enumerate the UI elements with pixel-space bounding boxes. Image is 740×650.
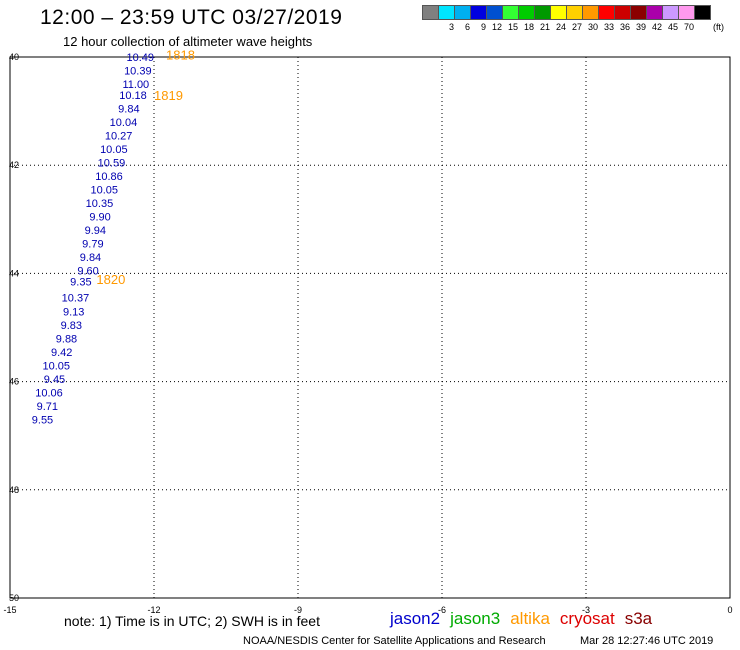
timestamp: Mar 28 12:27:46 UTC 2019 [580, 635, 714, 647]
colorbar-tick-label: 30 [587, 22, 598, 32]
page-subtitle: 12 hour collection of altimeter wave hei… [63, 34, 313, 49]
colorbar-tick-label: 3 [448, 22, 454, 32]
pass-time-label: 1820 [96, 272, 125, 287]
colorbar-tick-label: 21 [539, 22, 550, 32]
wave-height-label: 10.37 [62, 293, 90, 305]
wave-height-label: 10.04 [110, 117, 138, 129]
satellite-legend-item: s3a [624, 609, 653, 628]
colorbar-tick-label: 18 [523, 22, 534, 32]
y-tick-label: 50 [9, 593, 19, 603]
wave-height-label: 9.94 [85, 225, 106, 237]
wave-height-label: 9.55 [32, 414, 53, 426]
x-tick-label: 0 [727, 605, 732, 615]
wave-height-label: 9.45 [44, 374, 65, 386]
x-tick-label: -3 [582, 605, 590, 615]
plot-frame [9, 56, 731, 599]
x-tick-label: -6 [438, 605, 446, 615]
wave-height-label: 10.06 [35, 387, 63, 399]
credit-text: NOAA/NESDIS Center for Satellite Applica… [243, 635, 546, 647]
y-tick-label: 40 [9, 52, 19, 62]
wave-height-label: 9.35 [70, 277, 91, 289]
colorbar-tick-label: 42 [651, 22, 662, 32]
pass-time-label: 1818 [166, 47, 195, 62]
colorbar-tick-label: 15 [507, 22, 518, 32]
satellite-legend-item: cryosat [559, 609, 615, 628]
colorbar-tick-label: 45 [667, 22, 678, 32]
colorbar-tick-label: 70 [683, 22, 694, 32]
wave-height-label: 9.83 [61, 320, 82, 332]
wave-height-label: 10.35 [86, 198, 114, 210]
satellite-legend-item: altika [510, 609, 550, 628]
colorbar-tick-label: 9 [480, 22, 486, 32]
wave-height-label: 10.86 [95, 171, 123, 183]
wave-height-label: 10.18 [119, 90, 147, 102]
wave-height-label: 9.90 [89, 212, 110, 224]
x-tick-label: -15 [3, 605, 16, 615]
x-tick-label: -9 [294, 605, 302, 615]
footer-note: note: 1) Time is in UTC; 2) SWH is in fe… [64, 613, 320, 629]
y-tick-label: 42 [9, 160, 19, 170]
page-title: 12:00 – 23:59 UTC 03/27/2019 [40, 6, 343, 29]
y-tick-label: 44 [9, 268, 19, 278]
colorbar-swatch [694, 5, 711, 20]
pass-time-label: 1819 [154, 88, 183, 103]
wave-height-label: 10.05 [90, 185, 118, 197]
y-tick-label: 48 [9, 485, 19, 495]
wave-height-label: 10.39 [124, 66, 152, 78]
colorbar-tick-label: 6 [464, 22, 470, 32]
wave-height-label: 9.71 [37, 401, 58, 413]
wave-height-label: 10.49 [126, 52, 154, 64]
wave-height-label: 9.60 [77, 266, 98, 278]
wave-height-label: 9.13 [63, 306, 84, 318]
colorbar-tick-label: 24 [555, 22, 566, 32]
colorbar-tick-label: 39 [635, 22, 646, 32]
wave-height-label: 10.59 [98, 157, 126, 169]
wave-height-label: 9.79 [82, 239, 103, 251]
colorbar-tick-label: 36 [619, 22, 630, 32]
wave-height-label: 10.05 [100, 144, 128, 156]
wave-height-label: 10.27 [105, 130, 133, 142]
x-tick-label: -12 [147, 605, 160, 615]
colorbar-tick-label: 27 [571, 22, 582, 32]
wave-height-label: 10.05 [42, 360, 70, 372]
satellite-legend-item: jason2 [390, 609, 441, 628]
wave-height-label: 9.88 [56, 333, 77, 345]
y-tick-label: 46 [9, 377, 19, 387]
colorbar-unit: (ft) [713, 22, 724, 32]
colorbar-tick-label: 33 [603, 22, 614, 32]
satellite-legend: jason2 jason3 altika cryosat s3a [390, 609, 662, 629]
wave-height-label: 11.00 [122, 79, 149, 91]
wave-height-label: 9.42 [51, 347, 72, 359]
colorbar [422, 5, 711, 20]
colorbar-tick-label: 12 [491, 22, 502, 32]
satellite-legend-item: jason3 [450, 609, 501, 628]
wave-height-label: 9.84 [118, 103, 139, 115]
wave-height-label: 9.84 [80, 252, 101, 264]
colorbar-labels: 3 6 9 12 15 18 21 24 27 30 33 36 39 42 45 70 [422, 22, 694, 32]
